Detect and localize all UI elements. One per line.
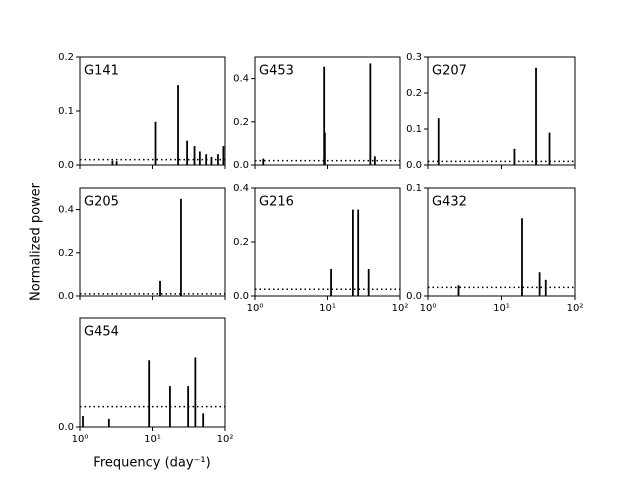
- y-tick-label: 0.0: [406, 291, 422, 302]
- panel-label: G205: [84, 195, 119, 210]
- y-tick-label: 0.4: [233, 183, 249, 194]
- x-tick-label: 10¹: [144, 434, 161, 445]
- x-axis-label: Frequency (day⁻¹): [93, 456, 210, 471]
- x-tick-label: 10²: [392, 303, 409, 314]
- x-tick-label: 10²: [217, 434, 234, 445]
- y-tick-label: 0.2: [233, 237, 249, 248]
- y-tick-label: 0.3: [406, 52, 422, 63]
- x-tick-label: 10⁰: [72, 434, 89, 445]
- y-tick-label: 0.0: [406, 160, 422, 171]
- y-tick-label: 0.1: [58, 106, 74, 117]
- y-tick-label: 0.0: [58, 160, 74, 171]
- y-tick-label: 0.4: [58, 205, 74, 216]
- panel-label: G454: [84, 325, 119, 340]
- panel-label: G216: [259, 195, 294, 210]
- x-tick-label: 10¹: [493, 303, 510, 314]
- y-tick-label: 0.2: [58, 52, 74, 63]
- x-tick-label: 10⁰: [420, 303, 437, 314]
- y-tick-label: 0.1: [406, 183, 422, 194]
- y-tick-label: 0.2: [406, 88, 422, 99]
- y-tick-label: 0.0: [58, 422, 74, 433]
- y-tick-label: 0.2: [233, 117, 249, 128]
- y-tick-label: 0.0: [58, 291, 74, 302]
- y-tick-label: 0.0: [233, 291, 249, 302]
- panel-label: G207: [432, 64, 467, 79]
- y-axis-label: Normalized power: [29, 182, 44, 301]
- panel-label: G141: [84, 64, 119, 79]
- x-tick-label: 10⁰: [247, 303, 264, 314]
- y-tick-label: 0.1: [406, 124, 422, 135]
- panel-label: G453: [259, 64, 294, 79]
- x-tick-label: 10¹: [319, 303, 336, 314]
- y-tick-label: 0.4: [233, 74, 249, 85]
- y-tick-label: 0.2: [58, 248, 74, 259]
- x-tick-label: 10²: [567, 303, 584, 314]
- y-tick-label: 0.0: [233, 160, 249, 171]
- panel-label: G432: [432, 195, 467, 210]
